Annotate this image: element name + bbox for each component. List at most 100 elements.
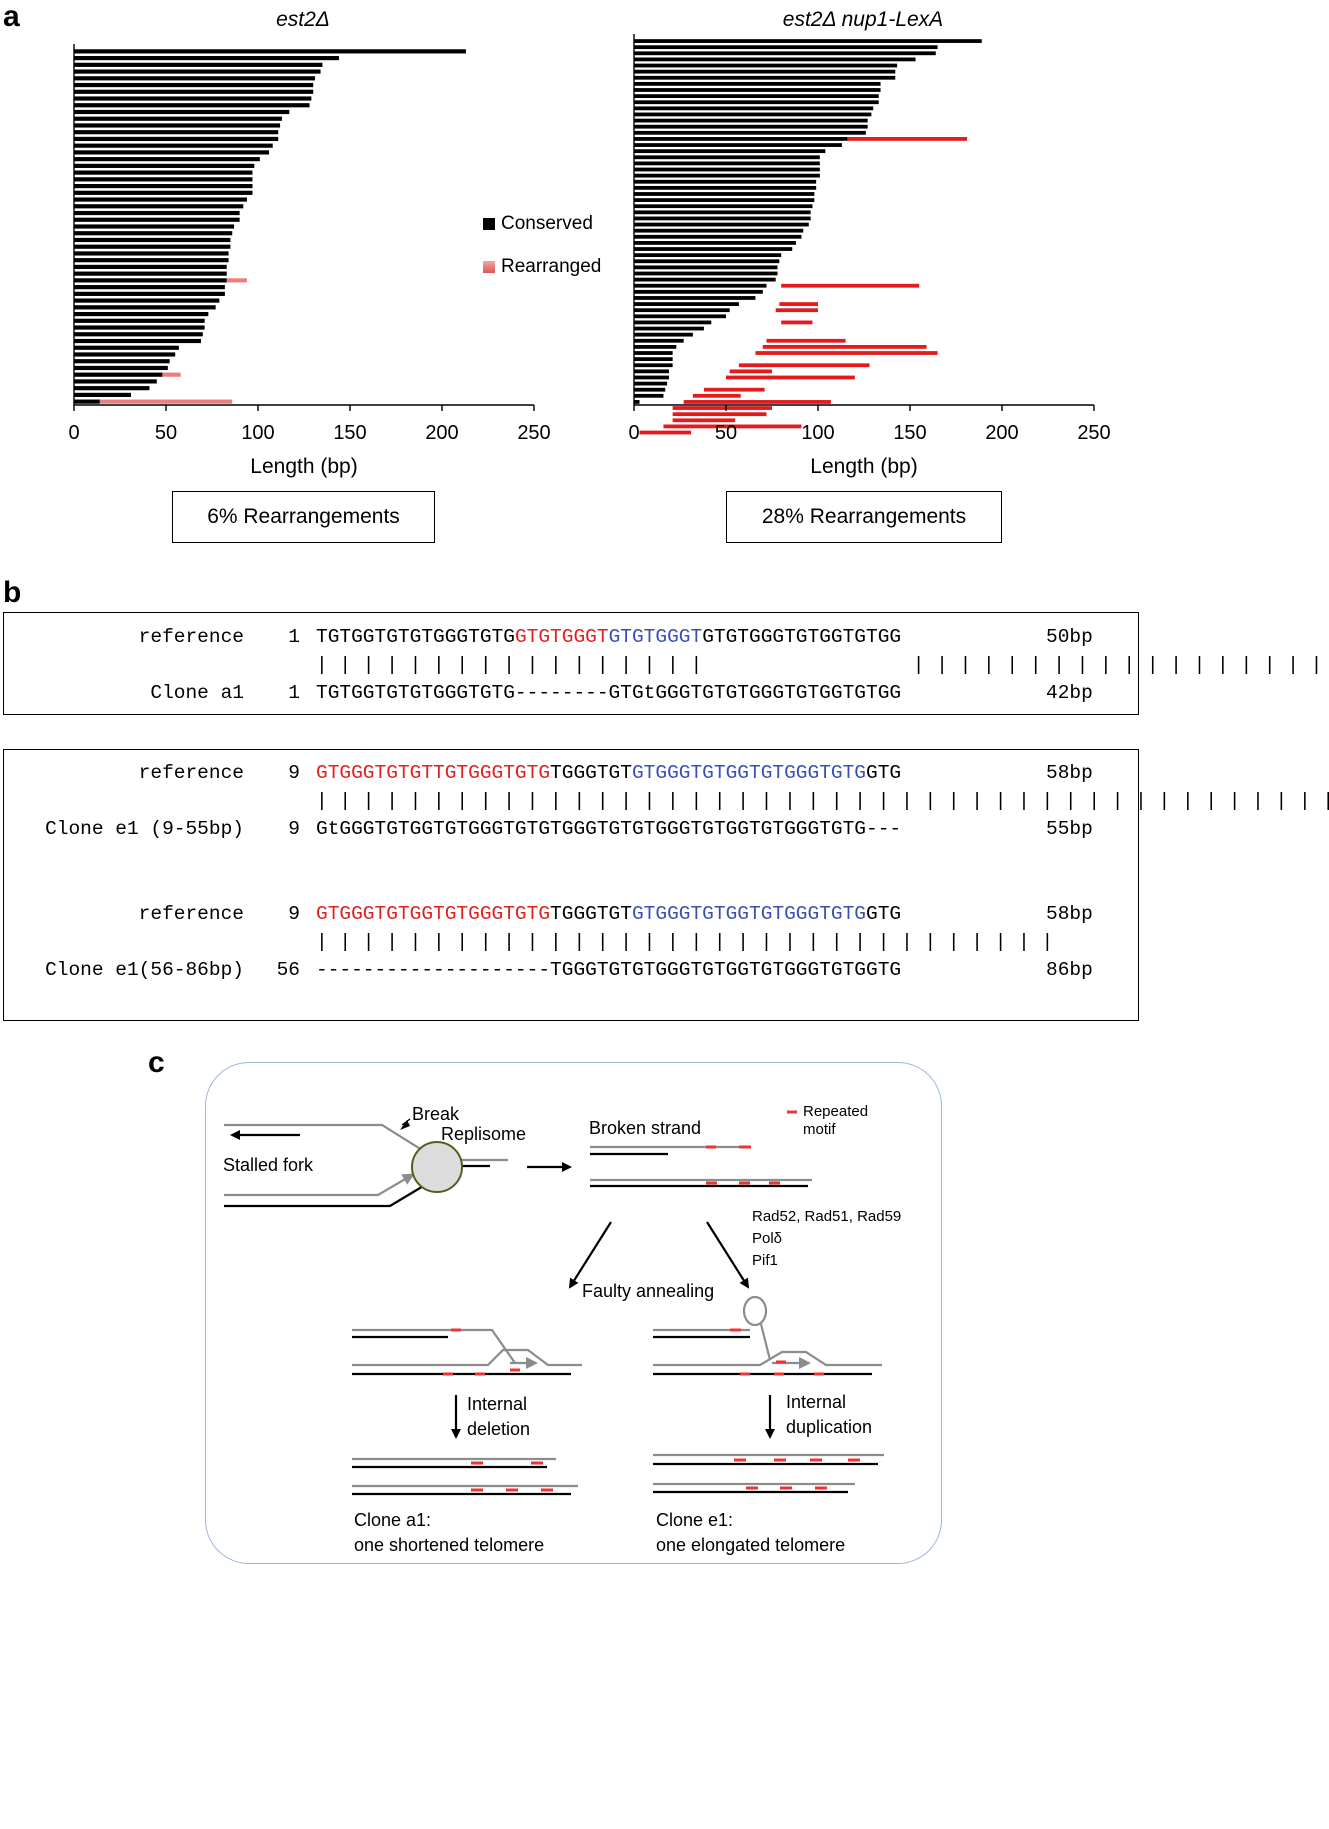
chart-left-conserved-bar	[74, 345, 179, 350]
label-stalled-fork: Stalled fork	[223, 1155, 314, 1175]
alignment-sequence: TGTGGTGTGTGGGTGTGGTGTGGGTGTGTGGGTGTGTGGG…	[316, 626, 901, 648]
chart-right-conserved-bar	[634, 247, 793, 251]
sequence-blue-segment: GTGGGTGTGGTGTGGGTGTG	[631, 903, 867, 925]
chart-right-rearranged-bar	[639, 430, 692, 435]
alignment-row-name: Clone a1	[150, 682, 244, 704]
chart-right-conserved-bar	[634, 387, 666, 392]
chart-left-rearranged-bar	[226, 278, 247, 283]
label-internal-duplication: Internal duplication	[786, 1392, 873, 1437]
arrow-to-deletion	[568, 1221, 612, 1289]
alignment-row-end: 55bp	[1046, 818, 1093, 840]
chart-left-conserved-bar	[74, 56, 339, 61]
chart-right-conserved-bar	[634, 173, 820, 178]
stalled-fork-diagram	[224, 1118, 572, 1208]
chart-right-rearranged-bar	[692, 393, 741, 398]
label-protein-2: Polδ	[752, 1230, 783, 1247]
chart-left-conserved-bar	[74, 62, 323, 67]
alignment-row-name: reference	[138, 903, 244, 925]
deletion-annealing-diagram	[352, 1328, 582, 1439]
chart-left-conserved-bar	[74, 332, 203, 337]
legend-rearranged-swatch	[483, 261, 495, 273]
chart-right-conserved-bar	[634, 344, 677, 349]
chart-left-conserved-bar	[74, 386, 150, 391]
alignment-row-name: reference	[138, 626, 244, 648]
sequence-segment: TGTGGTGTGTGGGTGTG	[316, 626, 515, 648]
legend-conserved-label: Conserved	[501, 213, 593, 234]
clone-a1-result	[352, 1457, 578, 1496]
chart-right-conserved-bar	[634, 63, 898, 68]
sequence-segment: TGGGTGT	[550, 903, 632, 925]
chart-right-conserved-bar	[634, 94, 879, 99]
chart-left-conserved-bar	[74, 264, 227, 270]
chart-right-conserved-bar	[634, 222, 809, 227]
sequence-segment: TGTGGTGTGTGGGTGTG--------GTGtGGGTGTGTGGG…	[316, 682, 902, 704]
chart-right-x-tick-label: 100	[801, 422, 834, 444]
model-diagram	[224, 1110, 884, 1496]
chart-right-conserved-bar	[634, 363, 673, 368]
chart-left-conserved-bar	[74, 136, 279, 142]
alignment-row-start: 9	[288, 818, 300, 840]
chart-right-rearranged-bar	[847, 137, 968, 141]
chart-right-rearranged-bar	[726, 375, 855, 380]
chart-left-conserved-bar	[74, 352, 176, 357]
alignment-box-1	[3, 612, 1139, 715]
chart-right-conserved-bar	[634, 393, 664, 398]
chart-left-conserved-bar	[74, 365, 168, 371]
chart-right-conserved-bar	[634, 198, 815, 202]
label-protein-3: Pif1	[752, 1252, 778, 1269]
chart-right-conserved-bar	[634, 381, 668, 386]
label-clone-e1: Clone e1: one elongated telomere	[656, 1510, 846, 1555]
chart-right-rearranged-bar	[766, 338, 846, 343]
alignment-sequence: TGTGGTGTGTGGGTGTG--------GTGtGGGTGTGTGGG…	[316, 682, 901, 704]
alignment-row-name: reference	[138, 762, 244, 784]
sequence-segment: | | | | | | | | | | | | | | | | | | | | …	[316, 790, 1329, 812]
chart-right-conserved-bar	[634, 259, 780, 264]
chart-right-conserved-bar	[634, 320, 712, 325]
panel-label-b: b	[3, 576, 22, 609]
alignment-row-end: 42bp	[1046, 682, 1093, 704]
chart-right-conserved-bar	[634, 369, 669, 374]
alignment-row-start: 9	[288, 903, 300, 925]
chart-right-conserved-bar	[634, 351, 673, 355]
label-repeated-motif: Repeated motif	[803, 1103, 869, 1138]
chart-left-conserved-bar	[74, 177, 253, 182]
chart-left-conserved-bar	[74, 244, 231, 249]
arrow-to-duplication	[706, 1221, 750, 1289]
panel-label-a: a	[3, 0, 20, 33]
chart-left-conserved-bar	[74, 69, 321, 74]
chart-right-conserved-bar	[634, 51, 936, 56]
panel-a-charts: 0 50 100 150 200 250 0 50 100 150 200 250	[68, 34, 1111, 444]
chart-right-xlabel: Length (bp)	[810, 455, 918, 478]
chart-left-conserved-bar	[74, 298, 220, 303]
chart-right-conserved-bar	[634, 45, 938, 50]
chart-left-conserved-bar	[74, 217, 240, 222]
alignment-row-start: 1	[288, 626, 300, 648]
alignment-row-end: 58bp	[1046, 903, 1093, 925]
chart-right-rearranged-bar	[703, 387, 765, 392]
chart-left-conserved-bar	[74, 190, 253, 195]
chart-right-conserved-bar	[634, 332, 693, 337]
chart-right-conserved-bar	[634, 296, 756, 300]
chart-right-conserved-bar	[634, 100, 879, 105]
chart-right-conserved-bar	[634, 228, 804, 233]
chart-right-conserved-bar	[634, 75, 896, 80]
chart-left-conserved-bar	[74, 258, 229, 263]
chart-left-conserved-bar	[74, 130, 279, 135]
chart-right-conserved-bar	[634, 124, 868, 129]
sequence-red-segment: GTGTGGGT	[514, 626, 609, 648]
chart-right-rearranged-bar	[779, 302, 818, 306]
chart-right-rearranged-bar	[672, 418, 736, 423]
chart-right-conserved-bar	[634, 81, 881, 86]
chart-left-conserved-bar	[74, 311, 209, 317]
chart-left-x-tick-label: 250	[517, 422, 550, 444]
chart-right-conserved-bar	[634, 253, 782, 258]
chart-left-conserved-bar	[74, 96, 312, 101]
label-break: Break	[412, 1104, 460, 1124]
chart-left-summary: 6% Rearrangements	[172, 491, 435, 543]
broken-strand-diagram	[590, 1110, 812, 1188]
chart-right-x-tick-label: 250	[1077, 422, 1110, 444]
chart-right-conserved-bar	[634, 357, 673, 362]
chart-right-conserved-bar	[634, 234, 802, 239]
chart-left-conserved-bar	[74, 318, 205, 323]
chart-right-conserved-bar	[634, 149, 826, 154]
